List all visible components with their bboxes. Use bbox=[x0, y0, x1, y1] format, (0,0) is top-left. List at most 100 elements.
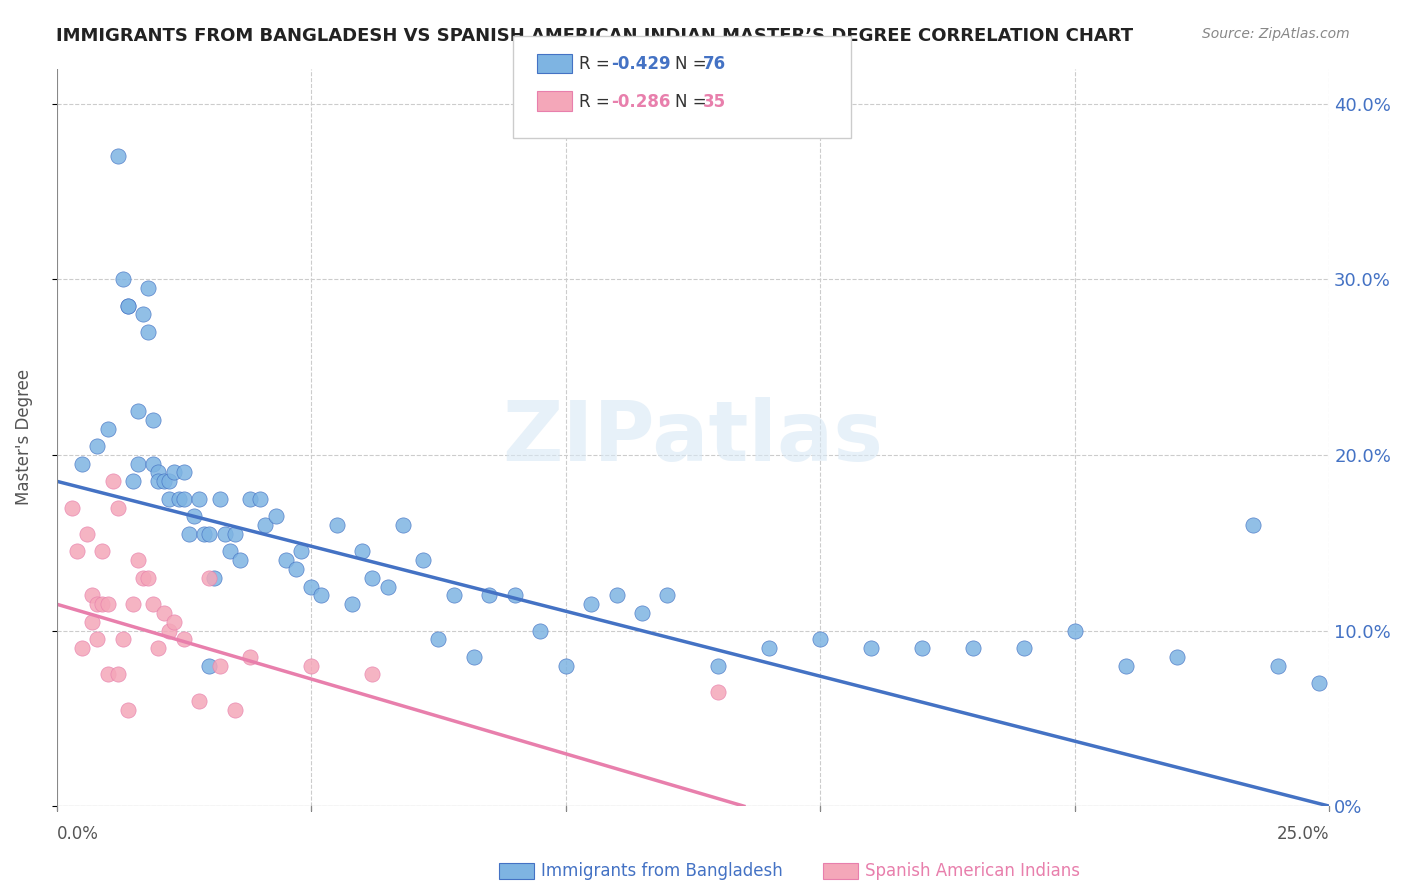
Point bbox=[96, 597, 118, 611]
Point bbox=[299, 580, 322, 594]
Point bbox=[224, 702, 246, 716]
Point bbox=[117, 299, 139, 313]
Point bbox=[299, 658, 322, 673]
Point bbox=[290, 544, 312, 558]
Point bbox=[579, 597, 602, 611]
Point bbox=[218, 544, 240, 558]
Point bbox=[606, 588, 628, 602]
Point bbox=[214, 527, 236, 541]
Point bbox=[860, 641, 883, 656]
Point bbox=[127, 553, 149, 567]
Point bbox=[66, 544, 89, 558]
Point bbox=[96, 667, 118, 681]
Point bbox=[132, 307, 155, 321]
Point bbox=[60, 500, 83, 515]
Point bbox=[111, 632, 134, 647]
Text: N =: N = bbox=[675, 55, 711, 73]
Point bbox=[193, 527, 215, 541]
Point bbox=[325, 518, 347, 533]
Point bbox=[122, 597, 145, 611]
Point bbox=[311, 588, 333, 602]
Point bbox=[758, 641, 780, 656]
Point bbox=[132, 571, 155, 585]
Point bbox=[1115, 658, 1137, 673]
Point bbox=[183, 509, 205, 524]
Point bbox=[707, 658, 730, 673]
Point bbox=[148, 475, 170, 489]
Point bbox=[127, 457, 149, 471]
Point bbox=[229, 553, 252, 567]
Text: -0.286: -0.286 bbox=[612, 93, 671, 111]
Point bbox=[107, 500, 129, 515]
Point bbox=[157, 491, 180, 506]
Point bbox=[122, 475, 145, 489]
Point bbox=[412, 553, 434, 567]
Text: Source: ZipAtlas.com: Source: ZipAtlas.com bbox=[1202, 27, 1350, 41]
Text: -0.429: -0.429 bbox=[612, 55, 671, 73]
Point bbox=[808, 632, 831, 647]
Point bbox=[529, 624, 551, 638]
Point bbox=[1241, 518, 1264, 533]
Point bbox=[127, 404, 149, 418]
Point bbox=[86, 439, 108, 453]
Point bbox=[70, 457, 93, 471]
Point bbox=[96, 421, 118, 435]
Point bbox=[142, 413, 165, 427]
Point bbox=[136, 571, 159, 585]
Text: R =: R = bbox=[579, 55, 616, 73]
Point bbox=[631, 606, 654, 620]
Point bbox=[478, 588, 501, 602]
Point bbox=[163, 466, 186, 480]
Point bbox=[249, 491, 271, 506]
Point bbox=[86, 632, 108, 647]
Text: 35: 35 bbox=[703, 93, 725, 111]
Point bbox=[254, 518, 277, 533]
Point bbox=[198, 658, 221, 673]
Point bbox=[1267, 658, 1289, 673]
Text: 25.0%: 25.0% bbox=[1277, 824, 1329, 843]
Point bbox=[707, 685, 730, 699]
Point bbox=[86, 597, 108, 611]
Point bbox=[188, 491, 211, 506]
Point bbox=[173, 491, 195, 506]
Text: N =: N = bbox=[675, 93, 711, 111]
Point bbox=[167, 491, 190, 506]
Point bbox=[198, 527, 221, 541]
Point bbox=[136, 325, 159, 339]
Point bbox=[117, 702, 139, 716]
Point bbox=[152, 606, 174, 620]
Text: Spanish American Indians: Spanish American Indians bbox=[865, 862, 1080, 880]
Point bbox=[503, 588, 526, 602]
Text: R =: R = bbox=[579, 93, 616, 111]
Point bbox=[173, 632, 195, 647]
Point bbox=[148, 641, 170, 656]
Point bbox=[962, 641, 984, 656]
Point bbox=[136, 281, 159, 295]
Text: ZIPatlas: ZIPatlas bbox=[502, 397, 883, 478]
Point bbox=[1166, 649, 1188, 664]
Point bbox=[91, 597, 114, 611]
Point bbox=[70, 641, 93, 656]
Point bbox=[1012, 641, 1035, 656]
Point bbox=[427, 632, 450, 647]
Point bbox=[1308, 676, 1330, 690]
Point bbox=[107, 667, 129, 681]
Text: 0.0%: 0.0% bbox=[56, 824, 98, 843]
Point bbox=[163, 615, 186, 629]
Point bbox=[463, 649, 485, 664]
Point bbox=[204, 571, 226, 585]
Point bbox=[264, 509, 287, 524]
Point bbox=[188, 694, 211, 708]
Point bbox=[1063, 624, 1085, 638]
Point bbox=[101, 475, 124, 489]
Point bbox=[340, 597, 363, 611]
Point bbox=[284, 562, 307, 576]
Point bbox=[82, 588, 104, 602]
Point bbox=[391, 518, 413, 533]
Point bbox=[198, 571, 221, 585]
Point bbox=[911, 641, 934, 656]
Point bbox=[208, 491, 231, 506]
Point bbox=[177, 527, 200, 541]
Point bbox=[111, 272, 134, 286]
Point bbox=[82, 615, 104, 629]
